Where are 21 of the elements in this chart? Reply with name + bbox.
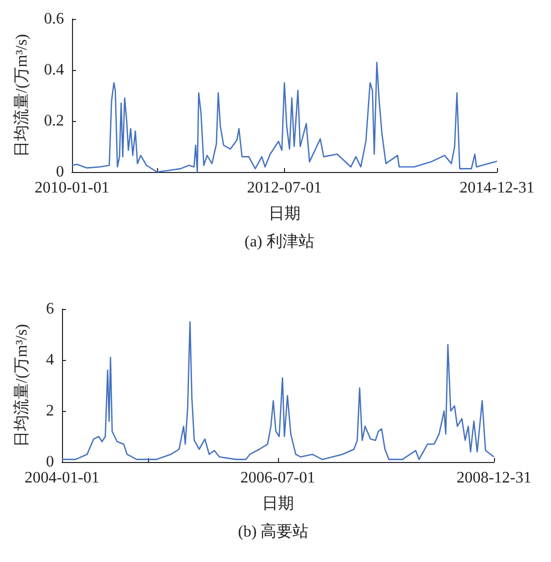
x-tick-label: 2004-01-01 <box>24 470 100 486</box>
y-tick-label: 0 <box>56 164 64 180</box>
y-tick-label: 2 <box>46 402 54 420</box>
y-tick-label: 4 <box>46 352 54 368</box>
x-tick-label: 2012-07-01 <box>247 180 322 196</box>
y-tick-label: 6 <box>46 300 54 318</box>
y-tick-label: 0.2 <box>44 112 64 130</box>
text: (a) 利津站 <box>244 232 314 250</box>
y-tick-label: 0 <box>46 454 54 470</box>
x-axis-title: 日期 <box>262 494 294 512</box>
x-tick-label: 2010-01-01 <box>34 180 110 196</box>
y-axis-title: 日均流量/(万m³/s) <box>12 34 30 158</box>
y-axis-title: 日均流量/(万m³/s) <box>12 324 30 448</box>
y-tick-label: 0.4 <box>44 62 64 78</box>
x-tick-label: 2014-12-31 <box>460 180 534 196</box>
x-tick-label: 2008-12-31 <box>456 470 532 486</box>
text: (b) 高要站 <box>238 522 309 540</box>
x-tick-label: 2006-07-01 <box>240 470 316 486</box>
line-series <box>61 321 495 460</box>
y-tick-label: 0.6 <box>44 10 64 28</box>
x-axis-title: 日期 <box>268 204 300 222</box>
